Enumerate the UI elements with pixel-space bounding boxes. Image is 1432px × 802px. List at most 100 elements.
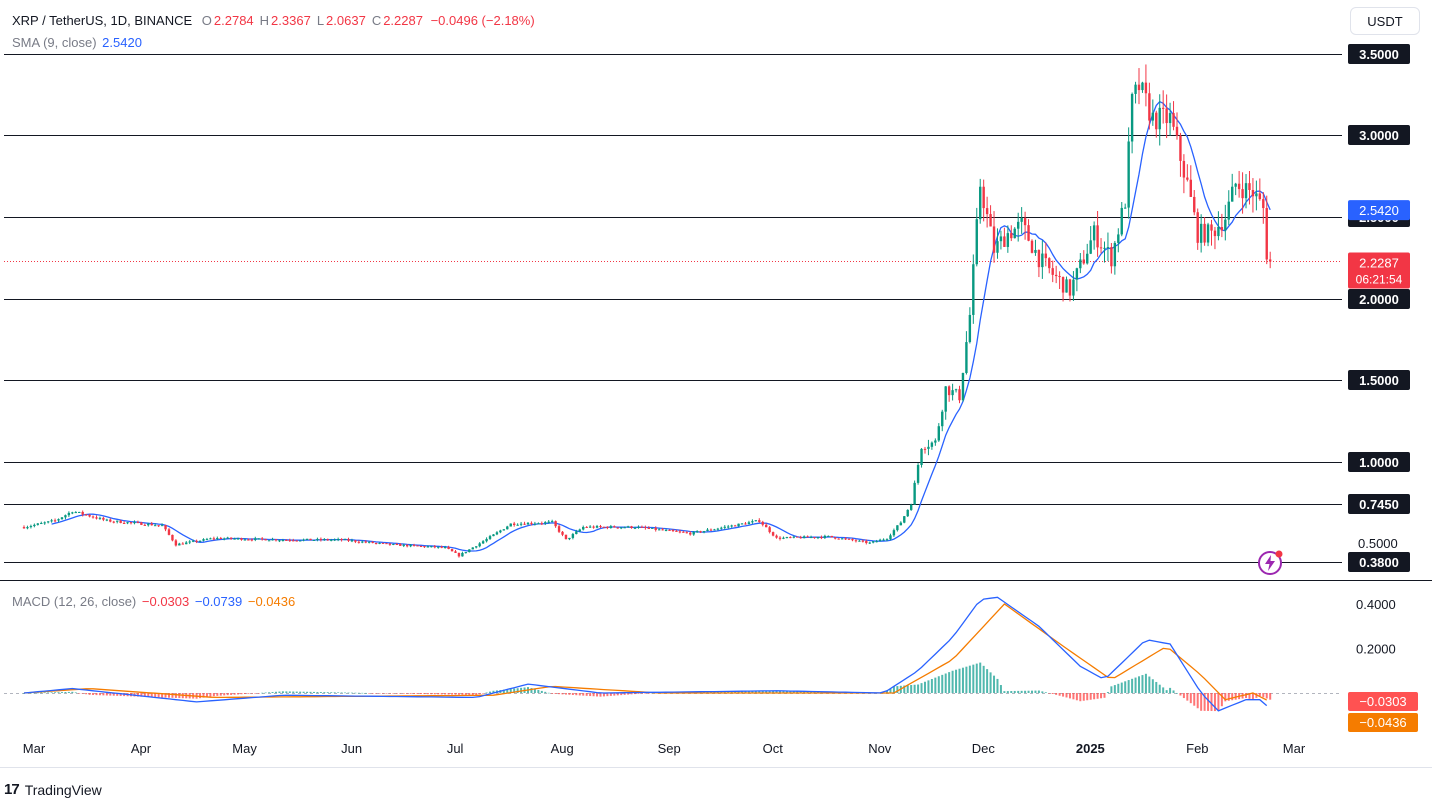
macd-histogram-bar [482,693,485,694]
candle [816,537,820,539]
macd-histogram-bar [306,691,309,693]
candle [1054,274,1058,277]
candle [371,541,374,544]
candle [323,539,326,541]
candle [164,525,167,530]
candle [1086,253,1089,264]
tradingview-brand[interactable]: 17 TradingView [4,781,102,798]
macd-histogram-bar [1034,690,1037,693]
macd-histogram-bar [157,693,160,698]
macd-histogram-bar [447,693,450,695]
candle [751,521,754,523]
macd-histogram-bar [1217,693,1220,712]
candle [195,540,198,542]
macd-histogram-bar [516,688,519,693]
macd-histogram-bar [1175,692,1178,694]
macd-histogram-bar [430,693,433,695]
sma-legend[interactable]: SMA (9, close) 2.5420 [12,35,144,50]
candle [813,537,816,539]
candle [174,540,178,546]
candle [740,523,744,525]
macd-histogram-bar [1113,685,1116,693]
candle [109,519,112,522]
sma-price-label: 2.5420 [1348,200,1410,221]
macd-histogram-bar [454,693,457,695]
candle [965,342,968,373]
macd-histogram-bar [596,693,599,697]
candle [1168,113,1172,124]
macd-histogram-bar [309,691,312,693]
macd-label: MACD (12, 26, close) [12,594,137,609]
candle [1103,247,1106,249]
macd-legend[interactable]: MACD (12, 26, close) −0.0303 −0.0739 −0.… [12,594,297,609]
candle [1189,179,1192,197]
macd-histogram-bar [609,693,612,696]
macd-histogram-bar [937,676,940,693]
macd-histogram-bar [347,692,350,694]
candle [1130,93,1134,142]
candle [979,186,982,220]
macd-histogram-bar [1065,693,1068,698]
candle [223,538,226,540]
candle [157,525,160,527]
candle [847,538,851,540]
candle [395,544,399,546]
candle [478,543,481,547]
currency-button[interactable]: USDT [1350,7,1420,35]
macd-histogram-bar [413,693,416,694]
candle [1186,177,1189,180]
candle [312,539,316,541]
candle [851,539,854,541]
macd-histogram-bar [1189,693,1192,704]
macd-histogram-bar [312,691,315,693]
macd-histogram-bar [1262,693,1265,698]
candle [685,532,688,534]
macd-signal-label: −0.0436 [1348,713,1418,732]
candle [26,527,29,529]
candle [789,537,792,539]
candle [626,526,630,528]
candle [678,531,682,533]
macd-histogram-bar [1024,690,1027,693]
macd-histogram-bar [537,689,540,693]
candle [185,542,188,545]
macd-histogram-bar [36,692,39,694]
candle [796,536,799,538]
macd-histogram-bar [330,692,333,693]
y-tick-label: 2.0000 [1348,289,1410,309]
candle [1037,249,1041,268]
candle [105,519,109,521]
svg-text:−0.0436: −0.0436 [1359,715,1406,730]
lightning-icon[interactable] [1257,550,1283,576]
candle [475,546,478,548]
macd-histogram-bar [326,692,329,693]
svg-text:2.0000: 2.0000 [1359,292,1399,307]
candle [947,386,951,396]
x-tick-label: Mar [23,741,46,756]
macd-histogram-bar [620,693,623,696]
macd-histogram-bar [243,693,246,694]
x-tick-label: Feb [1186,741,1208,756]
macd-histogram-bar [551,693,554,694]
macd-histogram-bar [575,693,578,696]
macd-histogram-bar [1031,690,1033,693]
macd-histogram-bar [1148,676,1151,693]
candle [689,532,692,535]
macd-histogram-bar [599,693,602,697]
candle [985,208,989,215]
macd-histogram-bar [1106,692,1109,693]
macd-histogram-bar [50,692,53,693]
macd-histogram-bar [1093,693,1096,700]
candle [357,541,361,543]
macd-histogram-bar [92,693,95,695]
candle [392,544,395,546]
macd-histogram-bar [302,691,305,693]
candle [989,214,992,227]
candle [495,532,499,535]
candle [1020,218,1023,222]
macd-histogram-bar [1172,690,1175,693]
candle [1106,247,1110,249]
candle [630,526,633,528]
macd-histogram-bar [713,691,716,693]
